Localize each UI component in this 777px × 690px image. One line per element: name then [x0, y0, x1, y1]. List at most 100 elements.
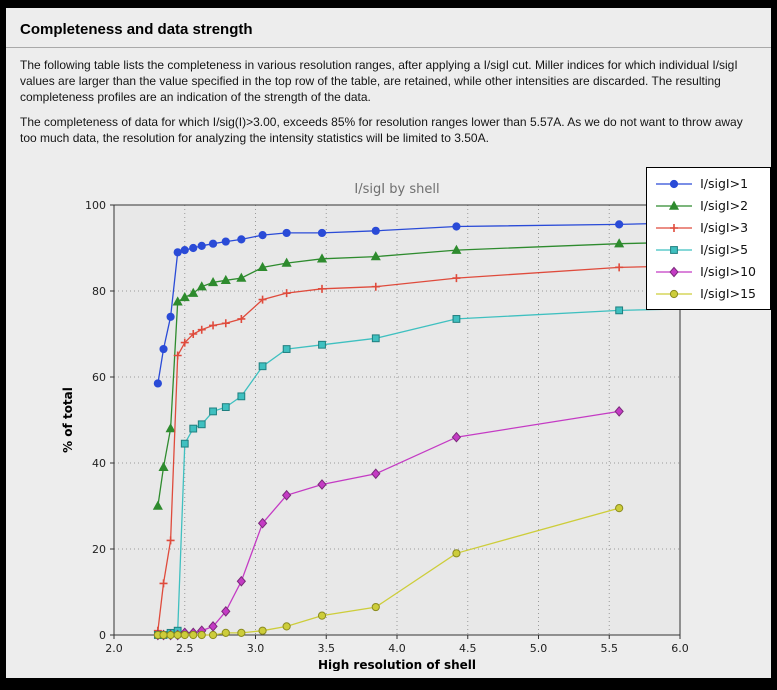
legend-sample — [656, 266, 693, 278]
series-marker — [152, 500, 163, 511]
legend-sample — [656, 289, 693, 298]
series-marker — [236, 273, 247, 283]
page-header: Completeness and data strength — [6, 8, 771, 48]
x-tick-label: 2.5 — [176, 642, 194, 655]
series-marker — [257, 262, 268, 272]
series-marker — [221, 237, 230, 247]
series-marker — [615, 263, 624, 272]
series-marker — [318, 341, 326, 350]
series-marker — [317, 479, 327, 491]
legend-sample — [656, 245, 693, 254]
y-tick-label: 0 — [99, 629, 106, 642]
x-axis-label: High resolution of shell — [318, 658, 476, 671]
report-page: Completeness and data strength The follo… — [6, 8, 771, 678]
axes-border — [113, 204, 681, 636]
series-marker — [258, 295, 267, 304]
series-marker — [159, 579, 168, 588]
series-marker — [282, 345, 291, 354]
series-marker — [371, 334, 380, 343]
series-marker — [258, 362, 267, 371]
legend-item-label: I/sigI>15 — [700, 286, 756, 302]
series-marker — [614, 406, 624, 418]
series-marker — [258, 626, 267, 636]
series-marker — [166, 631, 175, 640]
series-marker — [281, 258, 292, 268]
series-marker — [209, 407, 217, 416]
series-marker — [452, 222, 461, 231]
series-marker — [452, 315, 461, 324]
y-tick-label: 60 — [92, 371, 106, 384]
series-marker — [452, 549, 461, 558]
series-marker — [197, 631, 206, 640]
series-marker — [179, 292, 190, 302]
series-marker — [159, 345, 168, 354]
series-marker — [371, 227, 380, 236]
series-marker — [670, 179, 679, 188]
series-marker — [221, 403, 230, 412]
series-marker — [452, 274, 461, 283]
series-marker — [221, 606, 231, 618]
plot-area — [114, 205, 680, 636]
series-marker — [220, 275, 231, 285]
series-marker — [166, 313, 175, 322]
series-marker — [209, 321, 218, 330]
series-marker — [221, 629, 230, 638]
legend-item-label: I/sigI>10 — [700, 264, 756, 280]
series-marker — [318, 285, 327, 294]
legend-item-label: I/sigI>2 — [700, 198, 749, 214]
chart-legend: I/sigI>1 I/sigI>2 I/sigI>3 I/sigI>5 I/sigI>1… — [646, 167, 771, 311]
legend-item-label: I/sigI>3 — [700, 220, 749, 236]
series-marker — [197, 242, 206, 251]
series-marker — [197, 326, 206, 335]
series-marker — [670, 245, 679, 254]
series-marker — [615, 504, 624, 513]
series-marker — [451, 245, 462, 255]
series-marker — [670, 289, 679, 298]
legend-item: I/sigI>15 — [655, 284, 756, 303]
x-tick-label: 4.0 — [388, 642, 406, 655]
series-marker — [165, 423, 176, 433]
y-tick-label: 100 — [85, 199, 106, 212]
series-marker — [180, 631, 189, 640]
page-title: Completeness and data strength — [20, 21, 253, 38]
series-marker — [173, 351, 182, 360]
chart-title: I/sigI by shell — [354, 182, 439, 197]
series-marker — [173, 631, 182, 640]
y-tick-label: 40 — [92, 457, 106, 470]
legend-item: I/sigI>2 — [655, 196, 756, 215]
series-marker — [669, 266, 679, 278]
y-tick-label: 20 — [92, 543, 106, 556]
x-tick-label: 3.5 — [318, 642, 336, 655]
series-marker — [189, 330, 198, 339]
series-marker — [159, 631, 168, 640]
chart-canvas: 2.0 2.5 3.0 3.5 4.0 4.5 5.0 5.5 6.0 0 20 40 60 80 100 I… — [61, 182, 689, 672]
series-marker — [615, 306, 624, 315]
series-marker — [257, 518, 268, 529]
series-marker — [189, 425, 198, 433]
series-marker — [669, 200, 680, 210]
series-marker — [173, 248, 182, 257]
x-tick-label: 3.0 — [247, 642, 265, 655]
series-marker — [237, 315, 246, 324]
chart: 2.0 2.5 3.0 3.5 4.0 4.5 5.0 5.5 6.0 0 20 40 60 80 100 I… — [6, 155, 771, 676]
series-marker — [208, 239, 218, 249]
series-marker — [189, 244, 198, 253]
series-marker — [282, 622, 291, 631]
series-marker — [180, 440, 189, 448]
series-marker — [153, 379, 162, 388]
series-marker — [614, 238, 625, 248]
x-tick-label: 4.5 — [459, 642, 477, 655]
series-marker — [221, 319, 230, 328]
x-tick-label: 5.5 — [601, 642, 619, 655]
resolution-paragraph: The completeness of data for which I/sig… — [20, 115, 743, 146]
series-marker — [180, 338, 189, 347]
series-marker — [282, 229, 291, 238]
legend-item-label: I/sigI>5 — [700, 242, 749, 258]
series-marker — [282, 289, 291, 298]
series-marker — [166, 536, 175, 545]
intro-paragraph: The following table lists the completene… — [20, 58, 738, 105]
series-marker — [281, 490, 292, 502]
legend-item: I/sigI>3 — [655, 218, 756, 237]
legend-sample — [656, 200, 693, 210]
